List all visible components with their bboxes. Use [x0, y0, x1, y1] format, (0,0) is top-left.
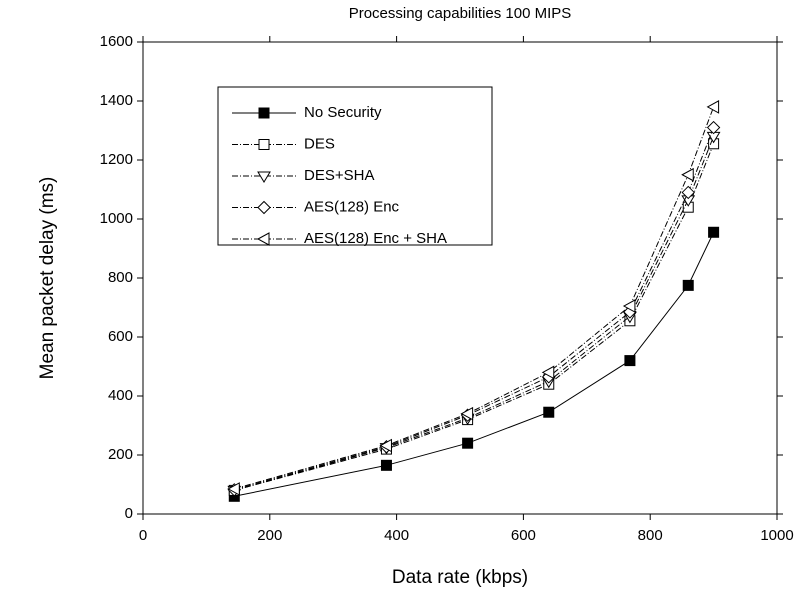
x-tick-label: 200	[257, 527, 282, 544]
marker	[622, 299, 636, 313]
marker	[543, 406, 555, 418]
chart-title: Processing capabilities 100 MIPS	[349, 5, 572, 22]
marker	[624, 355, 636, 367]
y-tick-label: 200	[108, 446, 133, 463]
marker	[708, 226, 720, 238]
marker	[682, 279, 694, 291]
y-axis-label: Mean packet delay (ms)	[37, 177, 58, 380]
y-tick-label: 400	[108, 387, 133, 404]
y-tick-label: 1000	[100, 210, 133, 227]
x-tick-label: 1000	[760, 527, 793, 544]
y-tick-label: 1400	[100, 92, 133, 109]
legend-label: No Security	[304, 104, 382, 121]
y-tick-label: 1600	[100, 33, 133, 50]
legend-label: AES(128) Enc	[304, 198, 400, 215]
x-tick-label: 800	[638, 527, 663, 544]
series-line	[234, 232, 715, 497]
marker	[258, 107, 270, 119]
y-tick-label: 0	[125, 505, 133, 522]
x-tick-label: 600	[511, 527, 536, 544]
marker	[462, 437, 474, 449]
marker	[257, 200, 271, 215]
marker	[541, 365, 555, 380]
marker	[257, 171, 271, 183]
marker	[256, 232, 270, 246]
legend-label: DES+SHA	[304, 167, 374, 184]
y-tick-label: 600	[108, 328, 133, 345]
marker	[706, 120, 721, 135]
legend-label: DES	[304, 135, 335, 152]
x-axis-label: Data rate (kbps)	[392, 567, 528, 588]
marker	[681, 167, 694, 182]
marker	[227, 482, 240, 496]
x-tick-label: 400	[384, 527, 409, 544]
marker	[460, 406, 474, 421]
x-tick-label: 0	[139, 527, 147, 544]
y-tick-label: 1200	[100, 151, 133, 168]
y-tick-label: 800	[108, 269, 133, 286]
marker	[380, 459, 392, 471]
marker	[379, 438, 392, 453]
marker	[258, 139, 270, 150]
legend-label: AES(128) Enc + SHA	[304, 230, 447, 247]
marker	[706, 100, 720, 114]
marker	[681, 185, 695, 200]
